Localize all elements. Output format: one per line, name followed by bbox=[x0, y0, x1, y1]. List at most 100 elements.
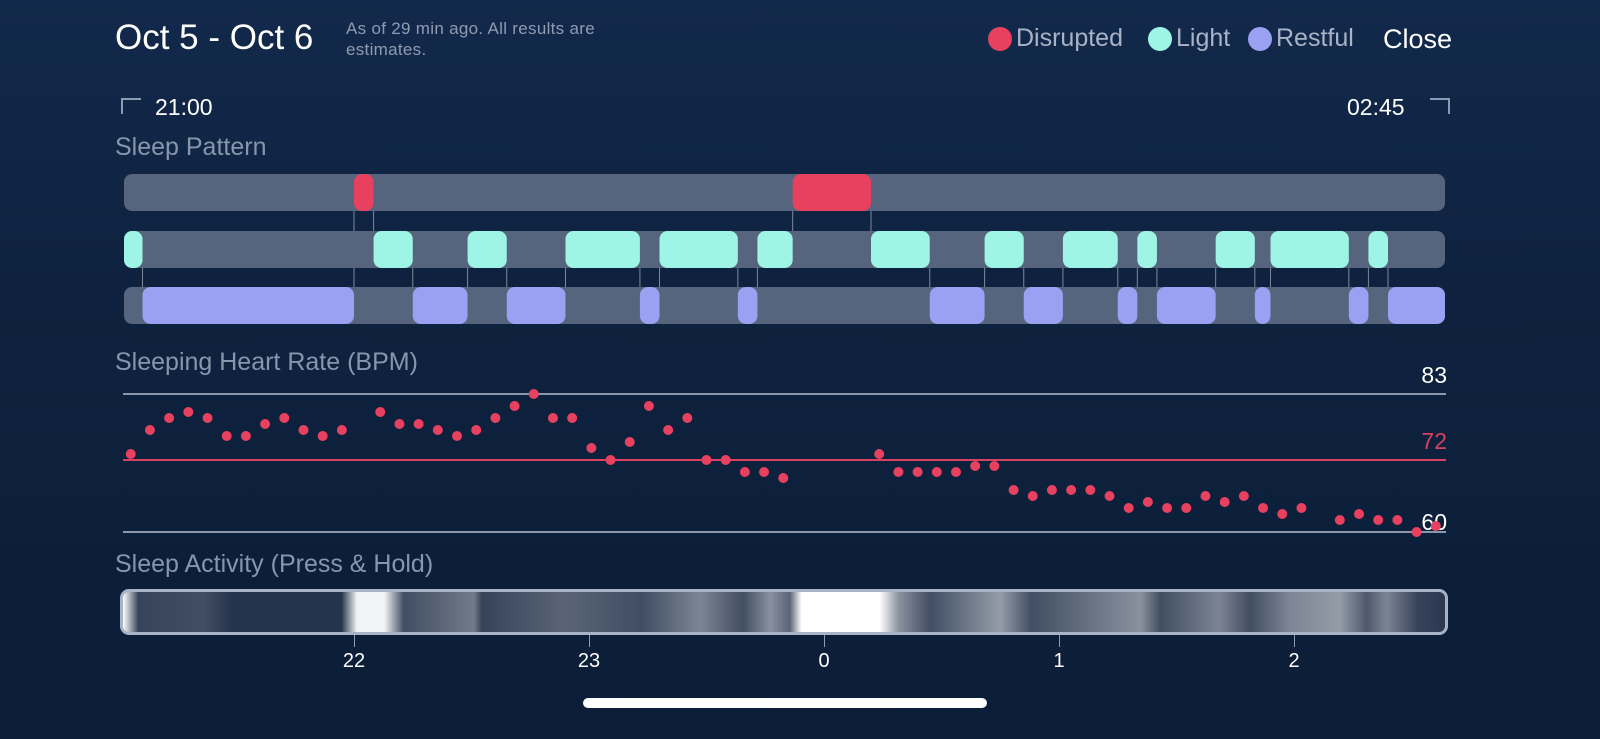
segment-restful bbox=[1023, 287, 1063, 324]
hr-point bbox=[125, 449, 136, 459]
bracket-left-icon bbox=[121, 98, 141, 114]
axis-tick bbox=[589, 635, 590, 647]
legend-label: Restful bbox=[1276, 24, 1354, 52]
hr-point bbox=[720, 455, 731, 465]
segment-restful bbox=[1156, 287, 1216, 324]
segment-light bbox=[1368, 231, 1388, 268]
segment-light bbox=[1215, 231, 1255, 268]
hr-point bbox=[1373, 515, 1384, 525]
hr-point bbox=[375, 407, 386, 417]
light-dot-icon bbox=[1148, 26, 1172, 51]
hr-point bbox=[164, 413, 175, 423]
hr-point bbox=[739, 467, 750, 477]
hr-point bbox=[144, 425, 155, 435]
hr-point bbox=[413, 419, 424, 429]
hr-point bbox=[989, 461, 1000, 471]
hr-point bbox=[202, 413, 213, 423]
hr-point bbox=[759, 467, 770, 477]
segment-restful bbox=[1348, 287, 1369, 324]
legend-restful: Restful bbox=[1248, 24, 1354, 53]
segment-light bbox=[373, 231, 413, 268]
sleep-activity-bar[interactable] bbox=[120, 589, 1448, 635]
segment-light bbox=[1062, 231, 1118, 268]
hr-point bbox=[778, 473, 789, 483]
hr-point bbox=[336, 425, 347, 435]
hr-point bbox=[1219, 497, 1230, 507]
segment-restful bbox=[1254, 287, 1271, 324]
hr-point bbox=[279, 413, 290, 423]
hr-point bbox=[912, 467, 923, 477]
hr-point bbox=[1066, 485, 1077, 495]
hr-point bbox=[317, 431, 328, 441]
hr-point bbox=[1354, 509, 1365, 519]
close-button[interactable]: Close bbox=[1383, 24, 1453, 54]
hr-point bbox=[663, 425, 674, 435]
axis-tick bbox=[354, 635, 355, 647]
hr-point bbox=[1258, 503, 1269, 513]
hr-point bbox=[1181, 503, 1192, 513]
segment-light bbox=[757, 231, 793, 268]
segment-light bbox=[124, 231, 143, 268]
hr-point bbox=[471, 425, 482, 435]
hr-point bbox=[1392, 515, 1403, 525]
segment-light bbox=[871, 231, 930, 268]
segment-restful bbox=[737, 287, 758, 324]
segment-light bbox=[565, 231, 640, 268]
bracket-right-icon bbox=[1430, 98, 1450, 114]
range-start: 21:00 bbox=[155, 94, 213, 120]
hr-point bbox=[1142, 497, 1153, 507]
segment-disrupted bbox=[354, 174, 374, 211]
hr-point bbox=[701, 455, 712, 465]
hr-point bbox=[874, 449, 885, 459]
hr-point bbox=[528, 389, 539, 399]
sleep-pattern-title: Sleep Pattern bbox=[115, 133, 267, 161]
hr-point bbox=[970, 461, 981, 471]
segment-light bbox=[984, 231, 1024, 268]
hr-point bbox=[682, 413, 693, 423]
segment-restful bbox=[1117, 287, 1138, 324]
hr-point bbox=[1334, 515, 1345, 525]
hr-point bbox=[1200, 491, 1211, 501]
legend-label: Disrupted bbox=[1016, 24, 1123, 52]
hr-point bbox=[1296, 503, 1307, 513]
hr-point bbox=[605, 455, 616, 465]
hr-point bbox=[1046, 485, 1057, 495]
hr-point bbox=[221, 431, 232, 441]
legend-light: Light bbox=[1148, 24, 1230, 53]
segment-restful bbox=[639, 287, 660, 324]
hr-point bbox=[260, 419, 271, 429]
hr-point bbox=[432, 425, 443, 435]
hr-avg-label: 72 bbox=[1421, 428, 1447, 454]
hr-point bbox=[586, 443, 597, 453]
axis-tick-label: 0 bbox=[818, 650, 830, 672]
hr-point bbox=[1008, 485, 1019, 495]
hr-point bbox=[490, 413, 501, 423]
hr-point bbox=[298, 425, 309, 435]
axis-tick-label: 22 bbox=[342, 650, 366, 672]
estimate-note: As of 29 min ago. All results are estima… bbox=[346, 19, 595, 59]
range-end: 02:45 bbox=[1347, 94, 1405, 120]
segment-light bbox=[1137, 231, 1157, 268]
hr-point bbox=[1085, 485, 1096, 495]
hr-point bbox=[509, 401, 520, 411]
segment-restful bbox=[142, 287, 354, 324]
axis-tick-label: 23 bbox=[577, 650, 601, 672]
hr-point bbox=[1162, 503, 1173, 513]
hr-point bbox=[624, 437, 635, 447]
hr-point bbox=[567, 413, 578, 423]
segment-light bbox=[467, 231, 507, 268]
sleep-activity-title: Sleep Activity (Press & Hold) bbox=[115, 550, 434, 578]
hr-point bbox=[240, 431, 251, 441]
hr-point bbox=[1277, 509, 1288, 519]
home-indicator[interactable] bbox=[583, 698, 987, 708]
hr-point bbox=[893, 467, 904, 477]
disrupted-dot-icon bbox=[988, 26, 1012, 51]
hr-point bbox=[950, 467, 961, 477]
hr-point bbox=[452, 431, 463, 441]
restful-dot-icon bbox=[1248, 26, 1272, 51]
axis-tick-label: 2 bbox=[1288, 650, 1300, 672]
segment-restful bbox=[1388, 287, 1445, 324]
hr-point bbox=[931, 467, 942, 477]
segment-restful bbox=[929, 287, 985, 324]
axis-tick-label: 1 bbox=[1053, 650, 1065, 672]
